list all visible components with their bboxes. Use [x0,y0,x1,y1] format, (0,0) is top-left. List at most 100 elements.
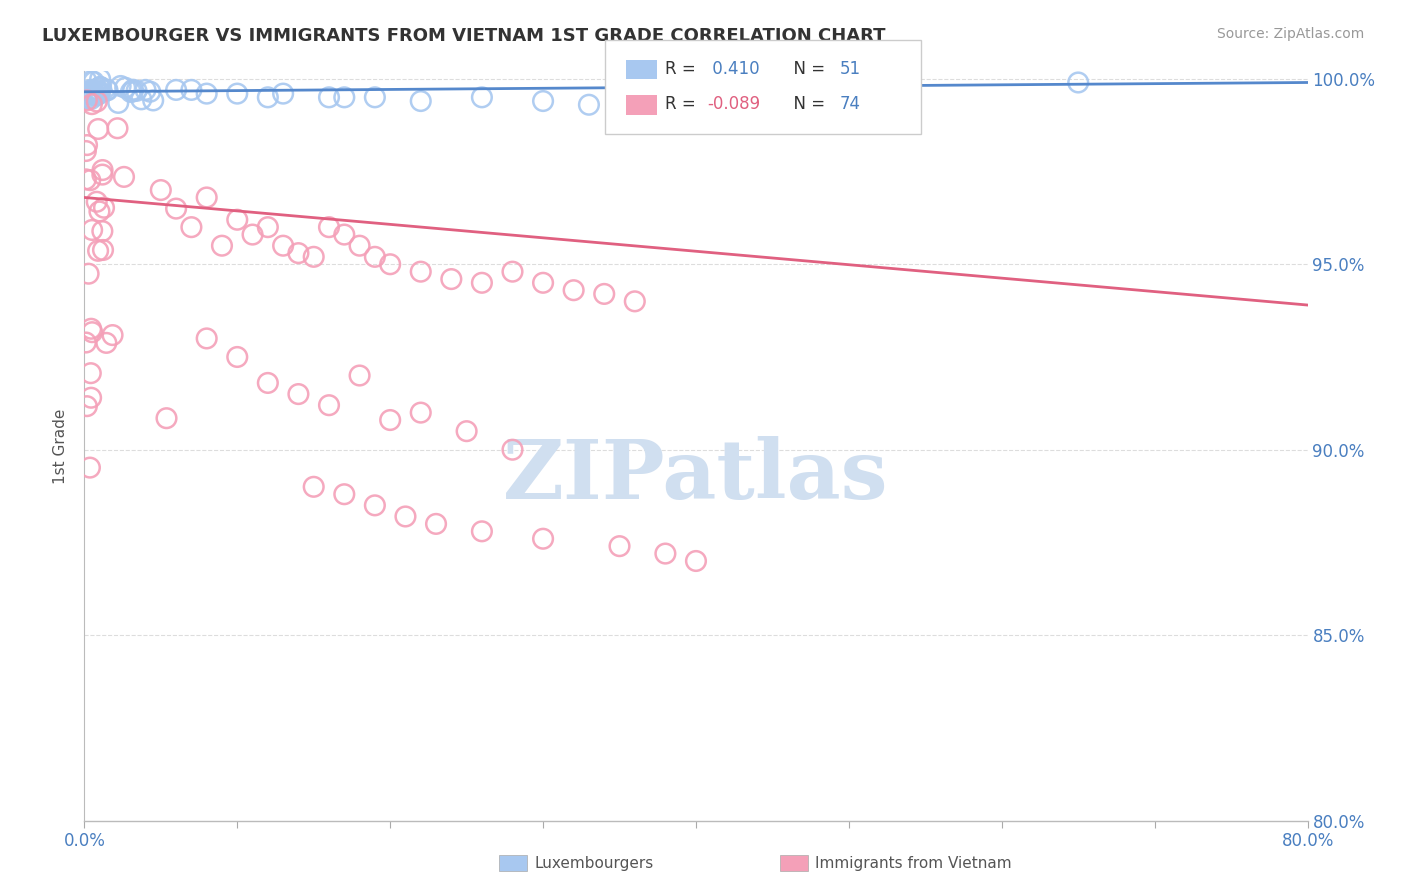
Point [93,201,115,215]
Point [75,144,97,158]
Point [471,276,494,290]
Point [409,94,432,108]
Point [349,238,371,252]
Text: N =: N = [783,95,831,113]
Point [87,122,110,136]
Point [195,87,218,101]
Point [80,92,103,106]
Point [87,244,110,258]
Point [440,272,463,286]
Point [394,509,416,524]
Point [82,223,104,237]
Point [333,90,356,104]
Text: Immigrants from Vietnam: Immigrants from Vietnam [815,856,1012,871]
Point [121,84,143,98]
Point [302,250,325,264]
Point [110,78,132,93]
Point [685,554,707,568]
Point [609,539,631,553]
Point [180,83,202,97]
Point [87,85,110,99]
Point [139,85,162,99]
Point [349,368,371,383]
Point [131,92,153,106]
Point [89,72,111,87]
Point [77,86,100,100]
Point [79,85,101,99]
Point [79,460,101,475]
Point [87,87,110,101]
Point [125,84,148,98]
Point [226,350,249,364]
Point [380,413,402,427]
Point [135,83,157,97]
Point [82,325,104,339]
Point [318,398,340,412]
Text: 51: 51 [839,60,860,78]
Point [226,87,249,101]
Point [609,94,631,108]
Point [409,406,432,420]
Point [86,95,108,109]
Point [271,87,294,101]
Point [593,287,616,301]
Point [80,366,103,380]
Point [456,424,478,438]
Point [425,516,447,531]
Point [531,276,554,290]
Point [120,85,142,99]
Point [83,85,105,99]
Text: R =: R = [665,60,702,78]
Point [287,246,309,260]
Point [318,220,340,235]
Point [76,399,98,413]
Point [318,90,340,104]
Point [91,224,114,238]
Point [257,376,280,390]
Point [531,94,554,108]
Point [83,75,105,89]
Point [76,87,98,101]
Y-axis label: 1st Grade: 1st Grade [53,409,69,483]
Point [89,204,111,219]
Point [654,547,676,561]
Point [471,524,494,539]
Point [364,499,387,513]
Point [79,87,101,101]
Point [75,73,97,87]
Point [89,80,111,95]
Point [364,90,387,104]
Point [624,294,647,309]
Point [271,238,294,252]
Point [211,238,233,252]
Point [257,220,280,235]
Point [107,121,129,136]
Point [86,194,108,209]
Point [96,83,118,97]
Point [91,168,114,182]
Point [79,173,101,187]
Point [76,89,98,103]
Point [333,227,356,242]
Point [226,212,249,227]
Point [96,83,118,97]
Point [149,183,172,197]
Point [80,391,103,405]
Point [257,90,280,104]
Point [84,82,107,96]
Text: LUXEMBOURGER VS IMMIGRANTS FROM VIETNAM 1ST GRADE CORRELATION CHART: LUXEMBOURGER VS IMMIGRANTS FROM VIETNAM … [42,27,886,45]
Point [80,74,103,88]
Point [76,138,98,153]
Point [83,87,105,102]
Point [409,265,432,279]
Point [302,480,325,494]
Text: Luxembourgers: Luxembourgers [534,856,654,871]
Point [1067,75,1090,89]
Point [180,220,202,235]
Point [142,94,165,108]
Point [195,190,218,204]
Point [76,94,98,108]
Point [86,88,108,103]
Point [562,283,585,297]
Point [79,83,101,97]
